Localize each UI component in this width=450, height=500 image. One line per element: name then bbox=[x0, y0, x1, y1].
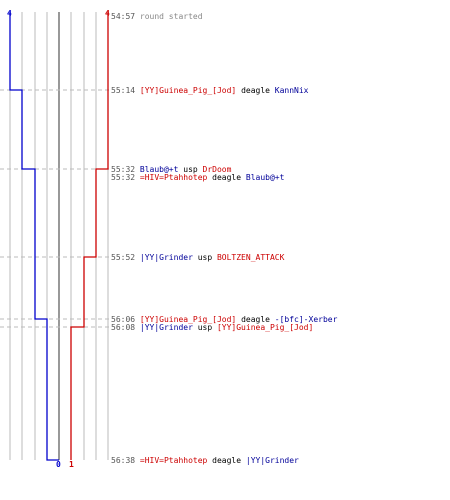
event-entry: 56:38 =HIV=Ptahhotep deagle |YY|Grinder bbox=[111, 456, 299, 465]
event-entry: 55:52 |YY|Grinder usp BOLTZEN_ATTACK bbox=[111, 253, 285, 262]
red-team-score-line bbox=[70, 12, 109, 460]
red-final-score: 1 bbox=[69, 460, 74, 469]
blue-final-score: 0 bbox=[56, 460, 61, 469]
score-labels: 4 4 0 1 bbox=[7, 9, 110, 469]
event-entry: 56:08 |YY|Grinder usp [YY]Guinea_Pig_[Jo… bbox=[111, 323, 313, 332]
event-time: 55:32 bbox=[111, 165, 135, 174]
event-weapon: usp bbox=[193, 253, 212, 262]
event-weapon: usp bbox=[178, 165, 197, 174]
event-victim: |YY|Grinder bbox=[241, 456, 299, 465]
event-victim: [YY]Guinea_Pig_[Jod] bbox=[212, 323, 313, 332]
event-time: 56:08 bbox=[111, 323, 135, 332]
score-lines bbox=[9, 12, 109, 461]
grid-lines bbox=[9, 12, 109, 460]
event-entry: 55:14 [YY]Guinea_Pig_[Jod] deagle KannNi… bbox=[111, 86, 309, 95]
event-victim: KannNix bbox=[270, 86, 309, 95]
event-time: 55:52 bbox=[111, 253, 135, 262]
event-system-message: round started bbox=[135, 12, 203, 21]
event-guide-lines bbox=[0, 89, 110, 328]
event-log: 54:57 round started 55:14 [YY]Guinea_Pig_… bbox=[111, 12, 338, 465]
event-weapon: deagle bbox=[207, 456, 241, 465]
event-victim: -[bfc]-Xerber bbox=[270, 315, 338, 324]
event-time: 55:14 bbox=[111, 86, 135, 95]
event-victim: DrDoom bbox=[198, 165, 232, 174]
event-time: 56:06 bbox=[111, 315, 135, 324]
event-killer: =HIV=Ptahhotep bbox=[135, 456, 207, 465]
event-entry: 56:06 [YY]Guinea_Pig_[Jod] deagle -[bfc]… bbox=[111, 315, 338, 324]
event-entry: 55:32 =HIV=Ptahhotep deagle Blaub@+t bbox=[111, 173, 285, 182]
event-entry: 54:57 round started bbox=[111, 12, 203, 21]
red-start-score: 4 bbox=[105, 9, 110, 18]
event-weapon: deagle bbox=[236, 86, 270, 95]
event-time: 54:57 bbox=[111, 12, 135, 21]
event-victim: Blaub@+t bbox=[241, 173, 285, 182]
event-killer: =HIV=Ptahhotep bbox=[135, 173, 207, 182]
blue-start-score: 4 bbox=[7, 9, 12, 18]
event-killer: |YY|Grinder bbox=[135, 323, 193, 332]
event-time: 55:32 bbox=[111, 173, 135, 182]
blue-team-score-line bbox=[9, 12, 59, 461]
event-entry: 55:32 Blaub@+t usp DrDoom bbox=[111, 165, 232, 174]
event-time: 56:38 bbox=[111, 456, 135, 465]
event-killer: |YY|Grinder bbox=[135, 253, 193, 262]
event-killer: Blaub@+t bbox=[135, 165, 179, 174]
event-killer: [YY]Guinea_Pig_[Jod] bbox=[135, 315, 236, 324]
event-killer: [YY]Guinea_Pig_[Jod] bbox=[135, 86, 236, 95]
event-weapon: deagle bbox=[207, 173, 241, 182]
event-weapon: usp bbox=[193, 323, 212, 332]
event-weapon: deagle bbox=[236, 315, 270, 324]
event-victim: BOLTZEN_ATTACK bbox=[212, 253, 284, 262]
